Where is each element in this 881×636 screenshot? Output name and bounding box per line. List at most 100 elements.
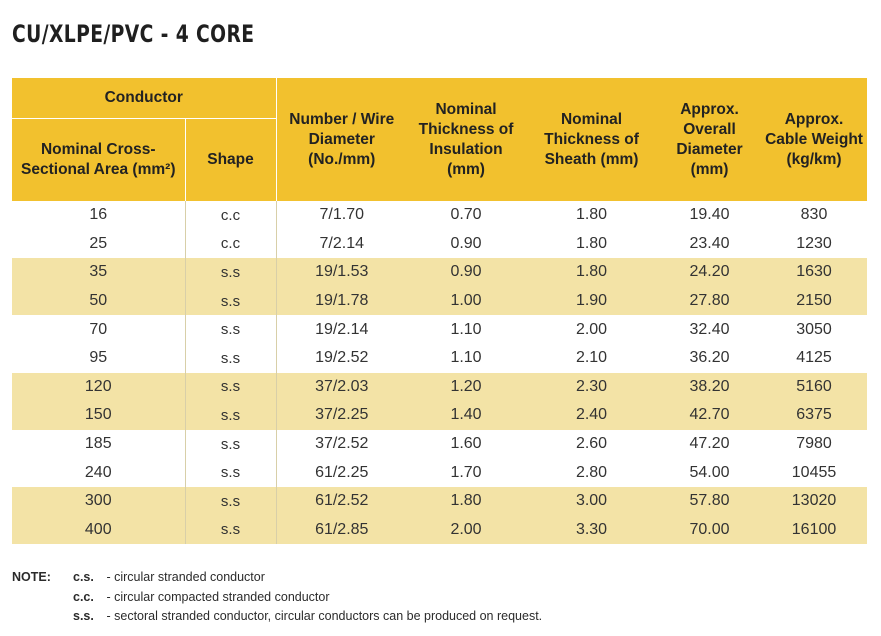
insulation-cell: 1.70 — [450, 463, 482, 481]
overall-cell: 27.80 — [658, 286, 762, 316]
area-cell: 240 — [12, 458, 186, 487]
insulation-cell: 2.00 — [407, 515, 526, 545]
area-cell: 50 — [12, 286, 186, 316]
overall-cell: 24.20 — [658, 258, 762, 287]
table-row: 150 s.s 37/2.25 1.40 2.40 42.70 6375 — [12, 401, 868, 430]
wire-header: Number / Wire Diameter (No./mm) — [276, 78, 408, 201]
area-cell: 150 — [12, 401, 186, 430]
table-row: 50 s.s 19/1.78 1.00 1.90 27.80 2150 — [12, 286, 868, 316]
overall-cell: 42.70 — [658, 401, 762, 430]
insulation-cell: 1.40 — [407, 401, 526, 430]
shape-cell: s.s — [185, 343, 277, 373]
overall-cell: 54.00 — [689, 463, 730, 481]
wire-cell: 19/2.52 — [315, 349, 369, 367]
table-row: 95 s.s 19/2.52 1.10 2.10 36.20 4125 — [12, 343, 867, 373]
table-row: 120 s.s 37/2.03 1.20 2.30 38.20 5160 — [12, 372, 868, 402]
weight-cell: 7980 — [796, 435, 832, 453]
table-row: 16 c.c 7/1.70 0.70 1.80 19.40 830 — [12, 201, 867, 230]
overall-cell: 19.40 — [689, 206, 730, 224]
wire-cell: 61/2.25 — [315, 463, 369, 481]
insulation-cell: 0.70 — [450, 206, 482, 224]
table-body: 16 c.c 7/1.70 0.70 1.80 19.40 830 25 c.c 7/2.14 0.… — [12, 201, 868, 545]
shape-cell: s.s — [185, 401, 277, 430]
overall-cell: 36.20 — [689, 349, 730, 367]
sheath-cell: 2.10 — [575, 349, 608, 367]
insulation-cell: 0.90 — [407, 258, 526, 287]
overall-cell: 32.40 — [689, 320, 730, 338]
shape-cell: s.s — [185, 372, 277, 402]
shape-cell: s.s — [185, 286, 277, 316]
wire-cell: 7/2.14 — [319, 234, 364, 252]
shape-cell: c.c — [185, 201, 277, 230]
weight-cell: 4125 — [796, 349, 832, 367]
overall-cell: 38.20 — [658, 372, 762, 402]
area-cell: 70 — [12, 315, 186, 344]
wire-cell: 37/2.03 — [276, 372, 408, 402]
sheath-cell: 2.00 — [575, 320, 608, 338]
area-cell: 25 — [12, 229, 186, 259]
note-abbr: s.s. — [73, 609, 94, 623]
overall-diameter-header: Approx. Overall Diameter (mm) — [658, 78, 762, 201]
wire-cell: 19/1.78 — [276, 286, 408, 316]
wire-cell: 37/2.25 — [276, 401, 408, 430]
note-abbr: c.s. — [73, 570, 94, 584]
overall-cell: 70.00 — [658, 515, 762, 545]
sheath-cell: 2.40 — [525, 401, 659, 430]
shape-cell: s.s — [185, 486, 277, 516]
weight-cell: 3050 — [796, 320, 832, 338]
insulation-header: Nominal Thickness of Insulation (mm) — [407, 78, 526, 201]
weight-cell: 1230 — [796, 234, 832, 252]
weight-cell: 6375 — [761, 401, 868, 430]
cable-weight-header: Approx. Cable Weight (kg/km) — [761, 78, 868, 201]
area-cell: 185 — [12, 429, 186, 459]
shape-cell: s.s — [185, 429, 277, 459]
sheath-cell: 1.80 — [575, 206, 608, 224]
wire-cell: 61/2.52 — [276, 486, 408, 516]
insulation-cell: 1.10 — [450, 320, 482, 338]
page-title: CU/XLPE/PVC - 4 CORE — [12, 20, 255, 48]
wire-cell: 37/2.52 — [315, 435, 369, 453]
sheath-cell: 2.80 — [575, 463, 608, 481]
wire-cell: 19/2.14 — [315, 320, 369, 338]
notes-label: NOTE: — [12, 570, 51, 584]
sheath-cell: 3.30 — [525, 515, 659, 545]
insulation-cell: 1.00 — [407, 286, 526, 316]
note-text: - sectoral stranded conductor, circular … — [106, 609, 543, 623]
overall-cell: 57.80 — [658, 486, 762, 516]
area-cell: 95 — [12, 343, 186, 373]
overall-cell: 23.40 — [689, 234, 730, 252]
weight-cell: 16100 — [761, 515, 868, 545]
weight-cell: 1630 — [761, 258, 868, 287]
shape-cell: s.s — [185, 258, 277, 287]
sheath-cell: 2.30 — [525, 372, 659, 402]
weight-cell: 5160 — [761, 372, 868, 402]
wire-cell: 61/2.85 — [276, 515, 408, 545]
notes-list: c.s. - circular stranded conductor c.c. … — [73, 568, 542, 627]
note-item: c.c. - circular compacted stranded condu… — [73, 588, 542, 608]
table-row: 70 s.s 19/2.14 1.10 2.00 32.40 3050 — [12, 315, 867, 344]
table-row: 240 s.s 61/2.25 1.70 2.80 54.00 10455 — [12, 458, 867, 487]
insulation-cell: 1.80 — [407, 486, 526, 516]
table-row: 25 c.c 7/2.14 0.90 1.80 23.40 1230 — [12, 229, 867, 259]
note-item: c.s. - circular stranded conductor — [73, 568, 542, 588]
shape-cell: s.s — [185, 515, 277, 545]
table-row: 35 s.s 19/1.53 0.90 1.80 24.20 1630 — [12, 258, 868, 287]
area-cell: 35 — [12, 258, 186, 287]
wire-cell: 19/1.53 — [276, 258, 408, 287]
sheath-cell: 1.90 — [525, 286, 659, 316]
area-cell: 16 — [12, 201, 186, 230]
note-abbr: c.c. — [73, 589, 94, 604]
area-cell: 300 — [12, 486, 186, 516]
sheath-cell: 3.00 — [525, 486, 659, 516]
note-text: - circular stranded conductor — [106, 570, 265, 584]
note-item: s.s. - sectoral stranded conductor, circ… — [73, 607, 542, 627]
area-header: Nominal Cross-Sectional Area (mm²) — [12, 118, 186, 201]
sheath-cell: 2.60 — [575, 435, 608, 453]
weight-cell: 10455 — [791, 463, 837, 481]
sheath-cell: 1.80 — [525, 258, 659, 287]
area-cell: 120 — [12, 372, 186, 402]
wire-cell: 7/1.70 — [319, 206, 364, 224]
overall-cell: 47.20 — [689, 435, 730, 453]
shape-cell: s.s — [185, 458, 277, 487]
conductor-group-header: Conductor — [12, 78, 277, 119]
